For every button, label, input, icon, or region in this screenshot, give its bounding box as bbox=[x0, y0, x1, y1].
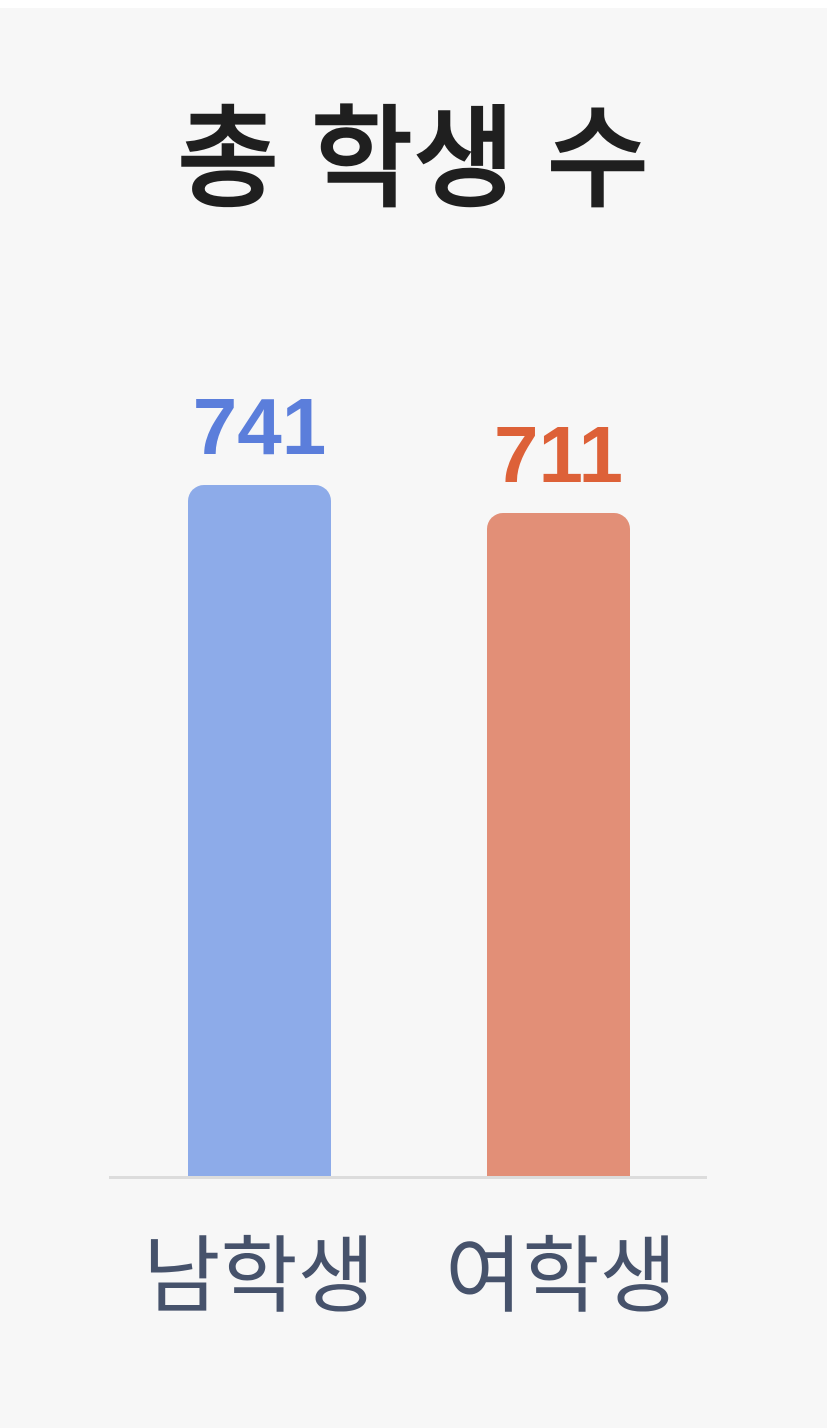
bar-value-female: 711 bbox=[493, 410, 624, 499]
bar-value-male: 741 bbox=[192, 382, 327, 471]
bar-female bbox=[487, 513, 630, 1178]
bar-group-male: 741 bbox=[188, 387, 331, 1178]
category-label-female: 여학생 bbox=[445, 1229, 677, 1323]
top-strip bbox=[0, 0, 827, 8]
bar-group-female: 711 bbox=[487, 415, 630, 1178]
bar-male bbox=[188, 485, 331, 1178]
x-axis-line bbox=[109, 1176, 707, 1179]
category-label-male: 남학생 bbox=[143, 1229, 375, 1323]
chart-title: 총 학생 수 bbox=[177, 98, 650, 221]
